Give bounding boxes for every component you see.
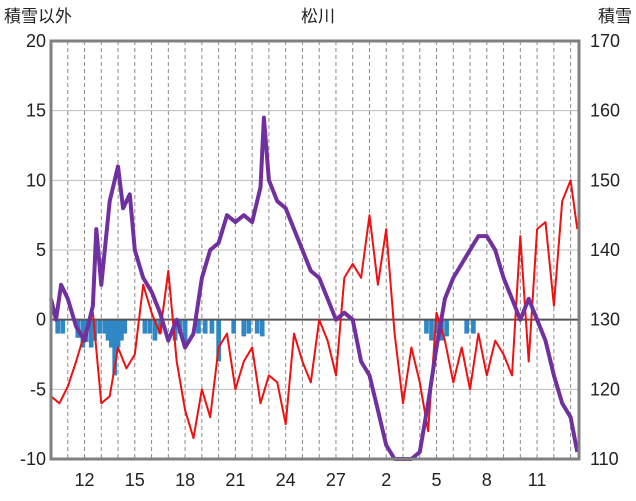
precip-bar-28 <box>246 319 252 334</box>
precip-bar-12 <box>115 319 121 348</box>
precip-bar-14 <box>122 319 128 334</box>
x-tick-8: 8 <box>482 470 492 490</box>
y-axis-left-ticks: 20 15 10 5 0 -5 -10 <box>20 31 46 469</box>
precip-bar-5 <box>88 319 94 348</box>
y-axis-right-label: 積雪 <box>598 7 632 27</box>
precip-bar-37 <box>471 319 476 334</box>
precip-bar-7 <box>97 319 102 334</box>
chart-title: 松川 <box>301 7 335 27</box>
precip-bar-17 <box>152 319 158 341</box>
precip-bar-23 <box>202 319 208 334</box>
precip-bar-27 <box>241 319 247 337</box>
plot-frame <box>49 39 581 461</box>
x-tick-5: 27 <box>326 470 346 490</box>
x-tick-9: 11 <box>528 470 547 490</box>
precip-bar-30 <box>259 319 265 337</box>
precip-bar-15 <box>142 319 148 334</box>
y-right-tick-4: 130 <box>590 310 620 330</box>
x-tick-2: 18 <box>175 470 195 490</box>
y-left-tick-4: 0 <box>36 310 46 330</box>
x-tick-6: 2 <box>381 470 391 490</box>
precip-bar-19 <box>172 319 178 341</box>
y-right-tick-3: 140 <box>590 240 620 260</box>
precip-bar-35 <box>444 319 449 337</box>
precip-bar-11 <box>112 319 118 376</box>
y-left-tick-2: 10 <box>26 170 46 190</box>
precip-bar-13 <box>119 319 124 341</box>
x-axis-ticks: 12 15 18 21 24 27 2 5 8 11 <box>75 470 547 490</box>
y-left-tick-6: -10 <box>20 449 46 469</box>
precip-bar-10 <box>108 319 114 348</box>
y-left-tick-3: 5 <box>36 240 46 260</box>
x-tick-7: 5 <box>432 470 442 490</box>
precip-bar-22 <box>196 319 201 334</box>
series-lines <box>49 115 580 461</box>
precip-bar-25 <box>216 319 221 362</box>
precip-bar-33 <box>434 319 439 334</box>
y-axis-left-label: 積雪以外 <box>4 7 72 27</box>
y-axis-right-ticks: 170 160 150 140 130 120 110 <box>590 31 620 469</box>
precip-bar-26 <box>231 319 237 334</box>
y-left-tick-1: 15 <box>26 101 46 121</box>
y-right-tick-0: 170 <box>590 31 620 51</box>
precip-bar-1 <box>60 319 66 334</box>
series-line-temperature <box>50 179 579 440</box>
y-right-tick-5: 120 <box>590 379 620 399</box>
precip-bar-3 <box>80 319 86 348</box>
precip-bar-31 <box>424 319 429 334</box>
precip-bar-16 <box>147 319 153 334</box>
precip-bar-21 <box>182 319 188 348</box>
precip-bar-0 <box>55 319 61 334</box>
x-tick-4: 24 <box>276 470 296 490</box>
precip-bar-24 <box>209 319 215 334</box>
y-right-tick-6: 110 <box>590 449 619 469</box>
y-right-tick-2: 150 <box>590 170 620 190</box>
precip-bar-8 <box>102 319 107 334</box>
y-left-tick-0: 20 <box>26 31 46 51</box>
y-right-tick-1: 160 <box>590 101 620 121</box>
precip-bar-29 <box>254 319 260 334</box>
x-tick-0: 12 <box>75 470 95 490</box>
precip-bar-32 <box>429 319 434 341</box>
y-left-tick-5: -5 <box>30 379 46 399</box>
precip-bar-36 <box>464 319 470 334</box>
precip-bar-9 <box>105 319 111 341</box>
x-tick-1: 15 <box>125 470 145 490</box>
x-tick-3: 21 <box>225 470 245 490</box>
series-line-snow-depth <box>49 115 580 461</box>
